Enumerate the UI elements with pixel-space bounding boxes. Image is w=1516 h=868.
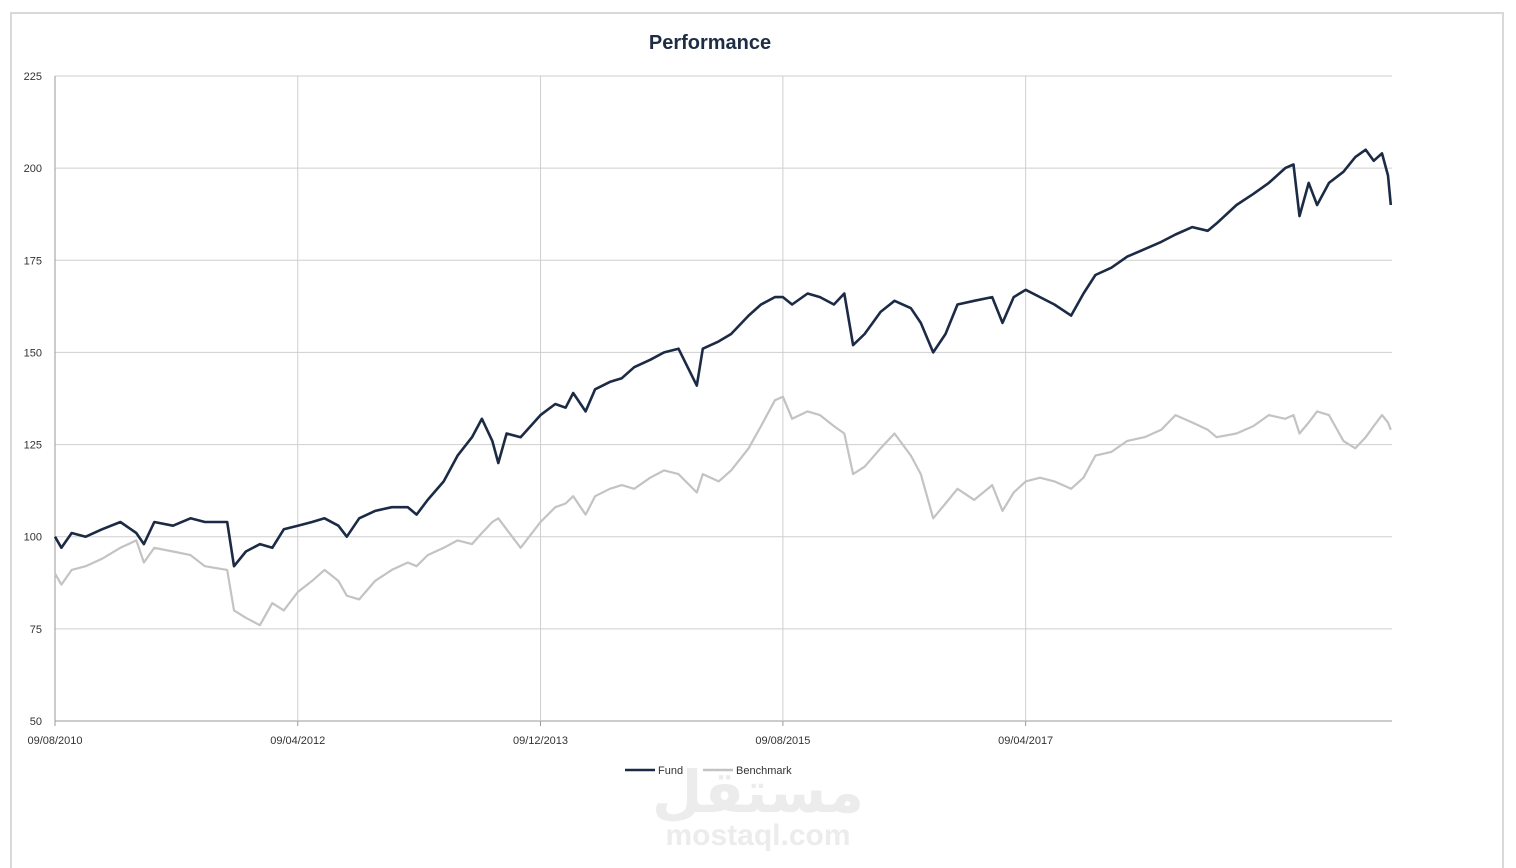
series-layer [53, 148, 1393, 627]
y-tick-label: 125 [24, 440, 42, 452]
x-tick-label: 09/04/2017 [998, 735, 1053, 747]
y-tick-label: 175 [24, 255, 42, 267]
y-tick-label: 75 [30, 624, 42, 636]
legend: Fund Benchmark [625, 765, 792, 777]
x-tick-label: 09/08/2015 [755, 735, 810, 747]
y-tick-label: 200 [24, 163, 42, 175]
y-tick-label: 150 [24, 347, 42, 359]
x-tick-label: 09/08/2010 [27, 735, 82, 747]
grid-layer [54, 75, 1392, 726]
x-tick-label: 09/12/2013 [513, 735, 568, 747]
watermark: مستقل mostaql.com [652, 760, 864, 852]
series-line-fund [53, 148, 1393, 568]
legend-label-benchmark: Benchmark [736, 765, 792, 777]
x-tick-label: 09/04/2012 [270, 735, 325, 747]
y-tick-label: 50 [30, 716, 42, 728]
watermark-arabic: مستقل [652, 760, 864, 825]
legend-label-fund: Fund [658, 765, 683, 777]
chart-frame [10, 12, 1504, 868]
y-tick-label: 100 [24, 532, 42, 544]
y-tick-label: 225 [24, 71, 42, 83]
chart-title: Performance [649, 32, 771, 54]
watermark-latin: mostaql.com [665, 819, 850, 852]
series-line-benchmark [54, 395, 1392, 627]
tick-layer: 50 75 100 125 150 175 200 225 09/08/2010 09/04/20… [24, 71, 1054, 747]
